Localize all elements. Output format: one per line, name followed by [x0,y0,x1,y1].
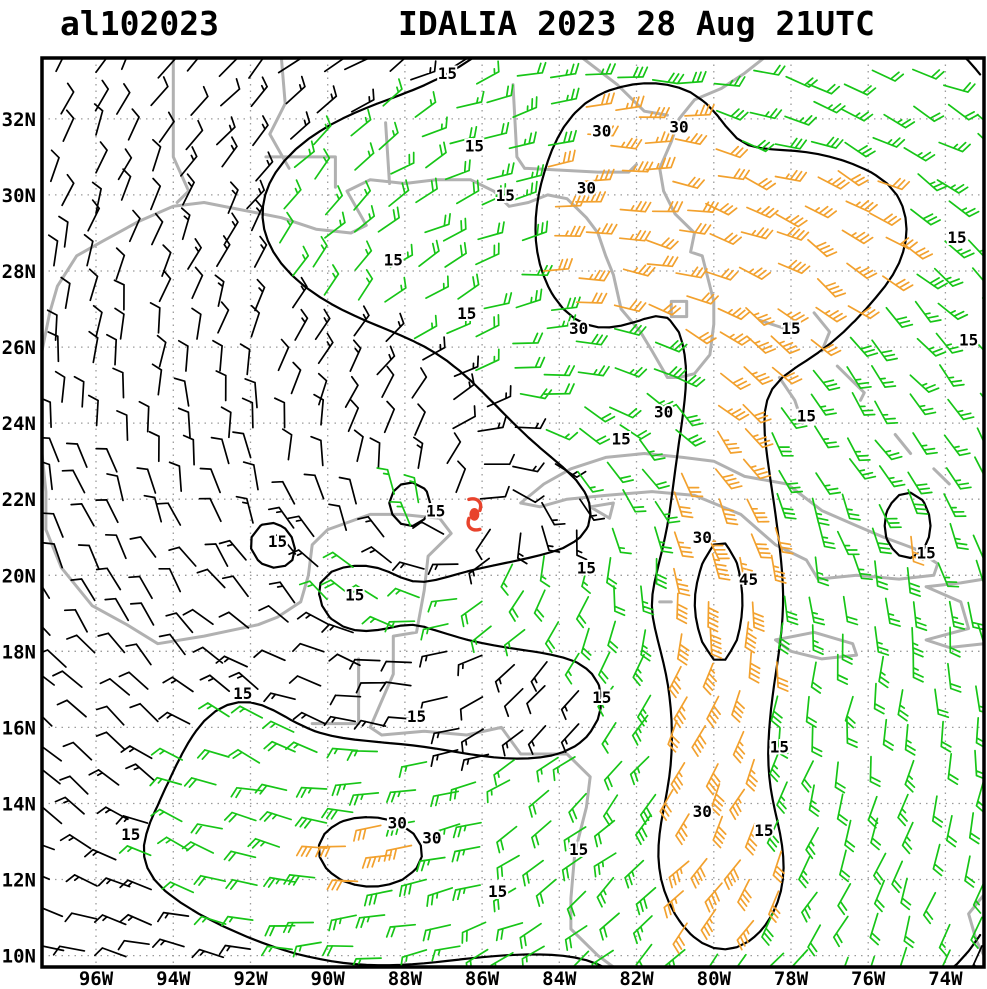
svg-text:74W: 74W [928,968,963,989]
svg-text:12N: 12N [2,870,36,892]
svg-text:30: 30 [654,403,673,422]
svg-text:30: 30 [569,319,588,338]
svg-text:30N: 30N [2,185,36,207]
svg-text:15: 15 [457,304,476,323]
svg-text:30: 30 [669,118,688,137]
map-frame [40,56,986,969]
wind-barbs-15-30kt [118,60,985,968]
svg-text:15: 15 [754,821,773,840]
svg-text:15: 15 [496,186,515,205]
svg-text:76W: 76W [851,968,886,989]
svg-text:15: 15 [781,319,800,338]
svg-text:30: 30 [422,829,441,848]
svg-text:30: 30 [388,814,407,833]
svg-text:15: 15 [611,429,630,448]
svg-text:18N: 18N [2,641,36,663]
storm-id-label: al102023 [60,4,219,43]
svg-text:90W: 90W [311,968,346,989]
svg-text:15: 15 [121,825,140,844]
svg-text:30: 30 [693,528,712,547]
svg-text:45: 45 [739,570,758,589]
svg-text:88W: 88W [388,968,423,989]
svg-text:10N: 10N [2,946,36,968]
svg-text:15: 15 [959,330,978,349]
svg-text:15: 15 [569,840,588,859]
svg-text:15: 15 [797,407,816,426]
svg-text:28N: 28N [2,261,36,283]
svg-text:15: 15 [592,688,611,707]
chart-title: IDALIA 2023 28 Aug 21UTC [398,4,875,43]
svg-text:15: 15 [947,228,966,247]
svg-text:15: 15 [770,737,789,756]
svg-text:22N: 22N [2,489,36,511]
svg-text:15: 15 [233,684,252,703]
isotach-labels: 15 15 15 15 15 15 15 15 15 15 15 15 15 15 15 15 15 15 15 15… [119,62,980,903]
svg-text:26N: 26N [2,337,36,359]
svg-text:92W: 92W [233,968,268,989]
svg-text:30: 30 [693,802,712,821]
svg-text:24N: 24N [2,413,36,435]
svg-text:15: 15 [384,251,403,270]
svg-text:84W: 84W [542,968,577,989]
svg-text:20N: 20N [2,565,36,587]
svg-text:15: 15 [577,559,596,578]
svg-text:32N: 32N [2,109,36,131]
axis-tick-labels: 96W 94W 92W 90W 88W 86W 84W 82W 80W 78W 76W 74W 10N 1… [2,109,963,989]
wind-barbs-under-15kt [41,57,985,968]
wind-barb-map: 15 15 15 15 15 15 15 15 15 15 15 15 15 15 15 15 15 15 15 15… [2,56,986,989]
svg-text:30: 30 [592,121,611,140]
svg-text:15: 15 [438,64,457,83]
svg-text:15: 15 [345,585,364,604]
svg-text:15: 15 [488,882,507,901]
svg-text:15: 15 [407,707,426,726]
svg-text:15: 15 [268,532,287,551]
title-bar: al102023 IDALIA 2023 28 Aug 21UTC [0,0,987,48]
svg-text:80W: 80W [697,968,732,989]
svg-text:15: 15 [465,137,484,156]
hurricane-symbol [466,497,483,532]
wind-barbs-over-30kt [295,92,934,955]
svg-text:16N: 16N [2,717,36,739]
svg-text:14N: 14N [2,794,36,816]
svg-text:30: 30 [577,178,596,197]
svg-text:78W: 78W [774,968,809,989]
svg-text:94W: 94W [156,968,191,989]
wind-barbs [41,57,985,968]
svg-text:15: 15 [426,502,445,521]
svg-text:82W: 82W [619,968,654,989]
svg-text:15: 15 [916,543,935,562]
svg-text:96W: 96W [79,968,114,989]
svg-text:86W: 86W [465,968,500,989]
